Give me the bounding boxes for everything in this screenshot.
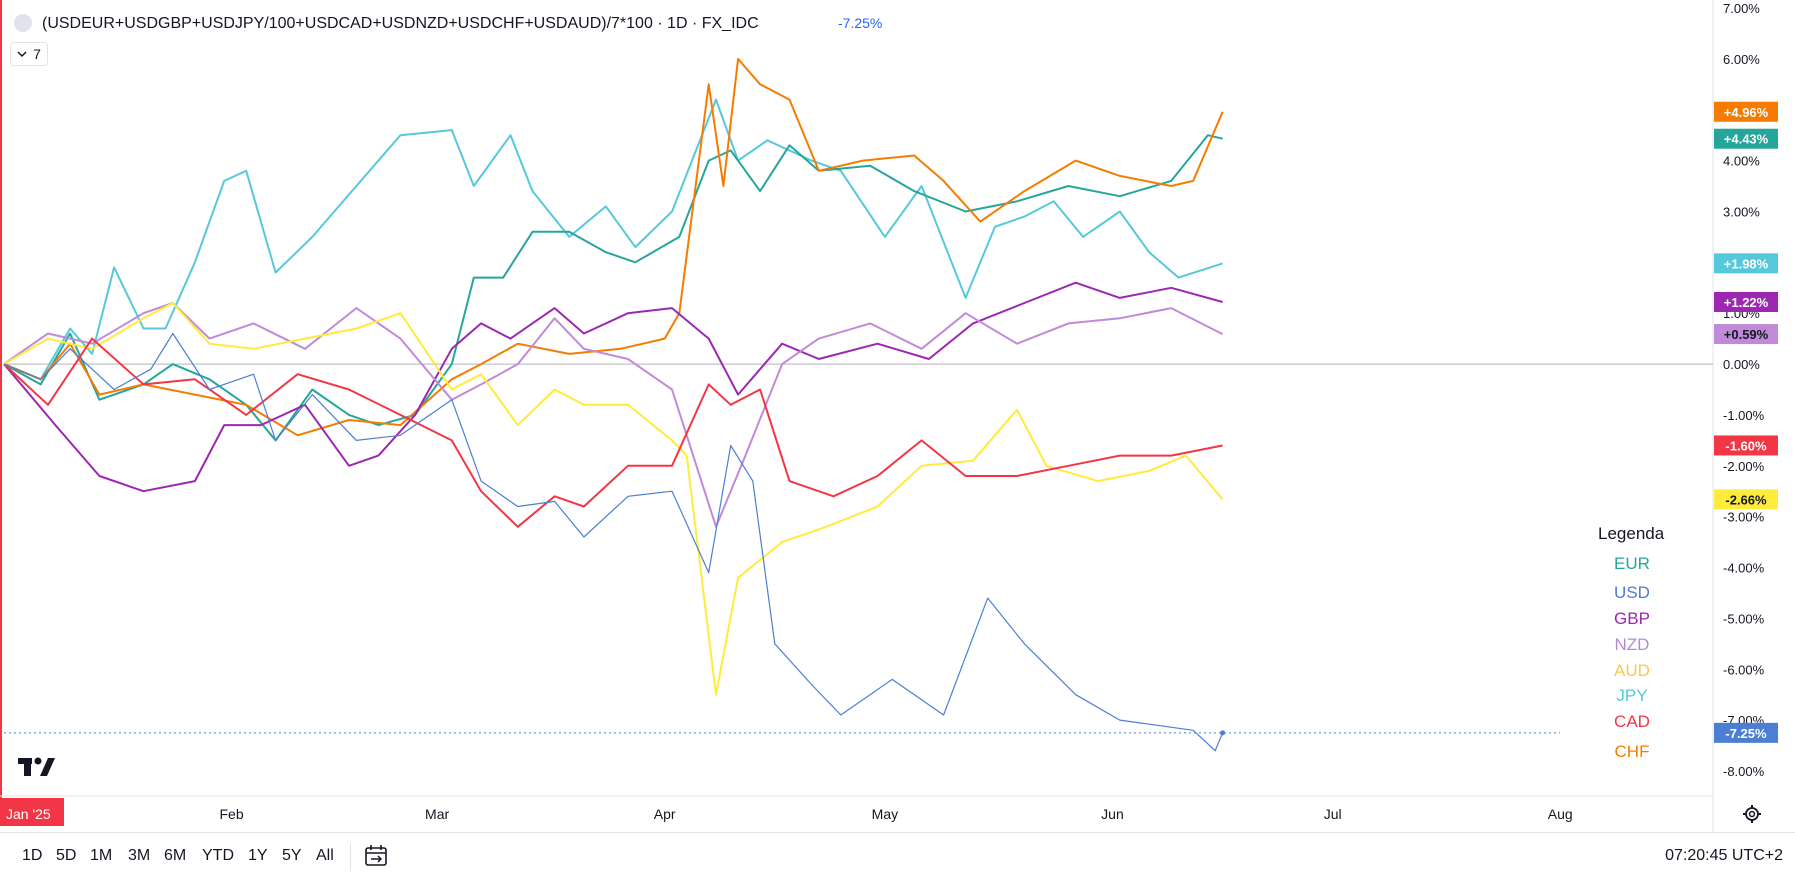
range-button-5y[interactable]: 5Y: [278, 845, 306, 867]
time-tick-label: Jun: [1101, 806, 1124, 822]
value-badge-text: -2.66%: [1725, 492, 1767, 507]
price-tick-label: -1.00%: [1723, 408, 1765, 423]
legend-item-aud: AUD: [1614, 661, 1650, 680]
value-badge-cad: [1714, 435, 1778, 456]
legend-item-usd: USD: [1614, 583, 1650, 602]
series-line-eur: [3, 134, 1223, 442]
range-button-1d[interactable]: 1D: [18, 845, 46, 867]
value-badge-text: +1.98%: [1724, 256, 1769, 271]
value-badge-chf: [1714, 101, 1778, 122]
time-tick-label: Apr: [654, 806, 676, 822]
range-button-6m[interactable]: 6M: [160, 845, 190, 867]
info-icon[interactable]: [14, 14, 32, 32]
collapse-count: 7: [33, 46, 41, 62]
series-line-gbp: [3, 281, 1223, 493]
tradingview-logo-icon: [18, 757, 55, 776]
legend: Legenda EUR USD GBP NZD AUD JPY CAD CHF: [1598, 524, 1665, 761]
left-edge-marker: [0, 0, 2, 826]
time-tick-label: Aug: [1548, 806, 1573, 822]
legend-title: Legenda: [1598, 524, 1665, 543]
value-badge-text: +1.22%: [1724, 295, 1769, 310]
series-line-usd: [3, 332, 1224, 752]
time-tick-label: Jul: [1324, 806, 1342, 822]
chart-change: -7.25%: [838, 15, 882, 31]
gear-icon[interactable]: [1742, 804, 1762, 824]
time-tick-label: Jan '25: [6, 806, 51, 822]
clock-time[interactable]: 07:20:45 UTC+2: [1665, 847, 1783, 864]
time-tick-label: May: [872, 806, 898, 822]
range-button-all[interactable]: All: [312, 845, 338, 867]
value-badge-text: +0.59%: [1724, 327, 1769, 342]
series-line-chf: [3, 57, 1224, 437]
legend-item-chf: CHF: [1615, 742, 1650, 761]
series-line-aud: [3, 302, 1224, 696]
value-badge-nzd: [1714, 324, 1778, 345]
legend-item-eur: EUR: [1614, 554, 1650, 573]
time-axis[interactable]: Jan '25 Feb Mar Apr May Jun Jul Aug: [0, 798, 1573, 826]
value-badge-gbp: [1714, 292, 1778, 313]
value-badge-text: +4.96%: [1724, 105, 1769, 120]
price-tick-label: -5.00%: [1723, 611, 1765, 626]
range-button-5d[interactable]: 5D: [52, 845, 80, 867]
chart-title[interactable]: (USDEUR+USDGBP+USDJPY/100+USDCAD+USDNZD+…: [42, 15, 759, 32]
value-badge-text: -1.60%: [1725, 438, 1767, 453]
range-button-3m[interactable]: 3M: [124, 845, 154, 867]
time-tick-label: Mar: [425, 806, 449, 822]
price-tick-label: -3.00%: [1723, 510, 1765, 525]
last-point-usd: [1220, 730, 1226, 736]
range-button-1y[interactable]: 1Y: [244, 845, 272, 867]
price-tick-label: -8.00%: [1723, 764, 1765, 779]
range-button-1m[interactable]: 1M: [86, 845, 116, 867]
toolbar-separator: [350, 843, 351, 871]
price-tick-label: 7.00%: [1723, 1, 1760, 16]
price-tick-label: 4.00%: [1723, 154, 1760, 169]
price-tick-label: -4.00%: [1723, 561, 1765, 576]
go-to-date-icon[interactable]: [364, 843, 390, 869]
last-value-labels: +1.98% +4.43% +4.96% +1.22% +0.59% -2.66% -1.6…: [1714, 101, 1778, 743]
series-line-jpy: [3, 98, 1223, 381]
legend-item-cad: CAD: [1614, 712, 1650, 731]
collapse-button[interactable]: 7: [10, 42, 48, 66]
value-badge-usd: [1714, 722, 1778, 743]
value-badge-eur: [1714, 128, 1778, 149]
series-layer: [3, 57, 1560, 752]
time-cursor-badge: [0, 798, 64, 826]
value-badge-text: +4.43%: [1724, 132, 1769, 147]
price-tick-label: -6.00%: [1723, 662, 1765, 677]
chevron-down-icon: [17, 51, 27, 58]
price-tick-label: 3.00%: [1723, 204, 1760, 219]
chart-canvas[interactable]: 7.00%6.00%5.00%4.00%3.00%2.00%1.00%0.00%…: [0, 0, 1795, 832]
price-tick-label: -2.00%: [1723, 459, 1765, 474]
value-badge-aud: [1714, 489, 1778, 510]
price-tick-label: 0.00%: [1723, 357, 1760, 372]
series-line-nzd: [3, 302, 1224, 528]
time-tick-label: Feb: [219, 806, 243, 822]
value-badge-jpy: [1714, 253, 1778, 274]
price-tick-label: 6.00%: [1723, 52, 1760, 67]
legend-item-nzd: NZD: [1615, 635, 1650, 654]
legend-item-gbp: GBP: [1614, 609, 1650, 628]
legend-item-jpy: JPY: [1616, 686, 1647, 705]
range-button-ytd[interactable]: YTD: [198, 845, 238, 867]
value-badge-text: -7.25%: [1725, 726, 1767, 741]
bottom-toolbar: 1D 5D 1M 3M 6M YTD 1Y 5Y All 07:20:45 UTC+2: [0, 832, 1795, 883]
series-line-cad: [3, 337, 1223, 528]
